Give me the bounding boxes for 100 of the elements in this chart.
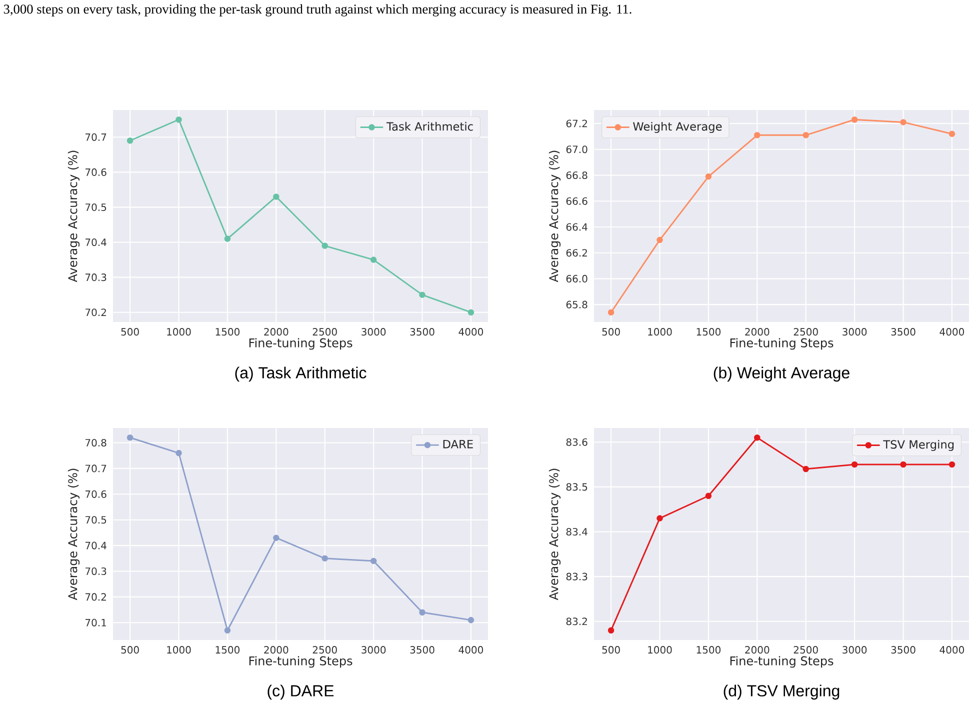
x-axis-title: Fine-tuning Steps [249,656,352,668]
x-tick-label: 3500 [410,646,434,654]
y-tick-label: 70.4 [86,238,106,246]
point [322,555,328,562]
x-tick-label: 3500 [410,328,434,336]
y-tick-label: 83.2 [566,618,587,626]
y-tick-label: 67.0 [566,146,588,154]
point [224,236,231,242]
y-tick-label: 83.3 [566,572,588,580]
x-tick-label: 2500 [794,328,818,336]
x-tick-label: 2000 [745,646,770,654]
point [705,173,712,180]
point [608,309,614,316]
x-tick-label: 1500 [696,646,720,654]
x-tick-label: 2500 [312,328,337,336]
point [705,492,712,500]
point [851,461,858,468]
y-tick-label: 66.0 [566,274,588,283]
x-tick-label: 1000 [648,646,672,654]
x-tick-label: 1000 [648,328,672,336]
legend-label: Weight Average [633,122,722,133]
legend-label: DARE [443,440,473,448]
x-tick-label: 1500 [696,328,720,336]
y-tick-label: 70.6 [86,168,106,176]
y-tick-label: 70.4 [86,542,106,550]
x-tick-label: 2500 [794,646,818,654]
x-tick-label: 4000 [458,646,484,654]
x-tick-label: 500 [602,646,620,654]
y-tick-label: 70.1 [86,618,106,626]
text: (a) Task Arithmetic [235,366,366,382]
y-tick-label: 70.7 [86,464,106,472]
point [322,242,328,249]
y-axis-title: Average Accuracy (%) [548,468,561,600]
point [656,515,663,522]
point [608,627,614,634]
y-tick-label: 83.4 [566,528,588,536]
point [176,116,182,123]
point [370,256,377,263]
y-tick-label: 70.2 [86,593,106,601]
y-tick-label: 83.6 [566,438,588,446]
point [468,616,474,624]
y-tick-label: 70.5 [86,203,106,212]
x-tick-label: 500 [121,328,139,336]
legend-label: Task Arithmetic [386,122,473,131]
y-tick-label: 66.4 [566,223,588,231]
point [802,466,809,472]
y-tick-label: 65.8 [566,300,588,308]
text: 3,000 steps on every task, providing the per-task ground truth against which merging accuracy is measured in Fig. 11. [4,4,632,16]
y-tick-label: 70.5 [86,516,106,524]
x-axis-title: Fine-tuning Steps [730,656,834,668]
y-axis-title: Average Accuracy (%) [68,150,80,282]
x-tick-label: 500 [602,328,620,336]
x-axis-title: Fine-tuning Steps [730,338,834,350]
text: (b) Weight Average [714,366,850,382]
point [948,461,956,468]
x-tick-label: 2000 [264,328,288,336]
point [176,450,182,456]
x-tick-label: 2500 [312,646,337,654]
point [126,138,134,144]
point [419,292,426,298]
point [754,434,760,441]
x-tick-label: 2000 [264,646,288,654]
x-tick-label: 2000 [745,328,770,336]
point [900,461,906,468]
point [851,116,858,123]
point [900,119,906,126]
y-tick-label: 70.2 [86,308,106,316]
x-axis-title: Fine-tuning Steps [249,338,352,350]
x-tick-label: 3000 [362,646,386,654]
point [754,132,760,138]
x-tick-label: 4000 [940,646,964,654]
y-axis-title: Average Accuracy (%) [548,150,561,282]
point [468,309,474,316]
point [802,132,809,138]
y-tick-label: 70.3 [86,567,106,576]
point [224,627,231,634]
y-tick-label: 67.2 [566,120,587,128]
x-tick-label: 1000 [167,646,191,654]
point [656,236,663,244]
y-tick-label: 83.5 [566,483,588,491]
text: (c) DARE [268,684,334,700]
point [273,194,280,200]
legend-label: TSV Merging [883,440,954,451]
y-axis-title: Average Accuracy (%) [68,468,80,600]
y-tick-label: 66.8 [566,171,588,180]
x-tick-label: 1500 [216,328,240,336]
x-tick-label: 3500 [891,646,916,654]
x-tick-label: 3000 [362,328,386,336]
x-tick-label: 3000 [842,328,867,336]
y-tick-label: 70.7 [86,133,106,141]
x-tick-label: 4000 [458,328,484,336]
x-tick-label: 3500 [891,328,916,336]
point [273,534,280,541]
y-tick-label: 66.6 [566,197,588,205]
x-tick-label: 500 [121,646,139,654]
x-tick-label: 1500 [216,646,240,654]
point [370,558,377,564]
point [419,609,426,616]
y-tick-label: 70.3 [86,274,106,282]
y-tick-label: 70.6 [86,490,106,498]
